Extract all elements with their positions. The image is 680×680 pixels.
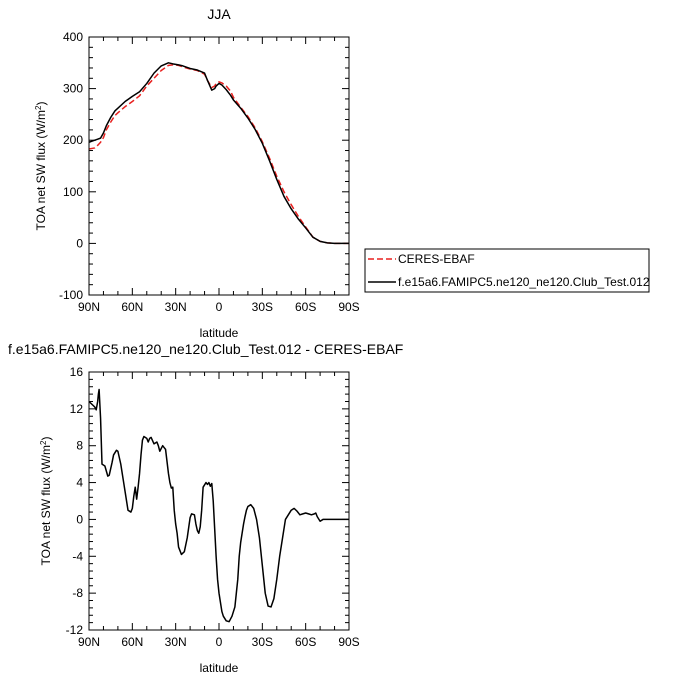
top-x-tick-label: 0: [216, 300, 223, 314]
top-chart-panel: JJA 90N 60N 30N 0 30S 60S 90S -100 0 100 200 300 400…: [34, 6, 650, 340]
bottom-x-tick-label: 30S: [252, 635, 273, 649]
top-x-axis-label: latitude: [200, 326, 239, 340]
bottom-x-tick-label: 90S: [338, 635, 359, 649]
bottom-series-line-difference: [88, 388, 349, 623]
legend-label-ceres-ebaf: CERES-EBAF: [398, 252, 475, 266]
bottom-x-axis-label: latitude: [200, 661, 239, 675]
bottom-y-tick-label: 16: [70, 365, 84, 379]
top-y-tick-label: -100: [59, 288, 83, 302]
top-y-tick-label: 300: [63, 82, 83, 96]
top-chart-title: JJA: [207, 6, 231, 22]
top-x-tick-label: 90N: [78, 300, 100, 314]
bottom-x-tick-label: 30N: [165, 635, 187, 649]
legend-label-model: f.e15a6.FAMIPC5.ne120_ne120.Club_Test.01…: [398, 275, 650, 289]
bottom-y-axis-label: TOA net SW flux (W/m2): [39, 437, 53, 566]
bottom-y-tick-label: -4: [72, 549, 83, 563]
bottom-chart-panel: f.e15a6.FAMIPC5.ne120_ne120.Club_Test.01…: [8, 341, 403, 675]
top-x-tick-label: 30S: [252, 300, 273, 314]
bottom-y-tick-label: 12: [70, 402, 84, 416]
top-y-axis-label: TOA net SW flux (W/m2): [34, 102, 48, 231]
bottom-y-tick-label: -12: [66, 623, 84, 637]
top-chart-legend: CERES-EBAF f.e15a6.FAMIPC5.ne120_ne120.C…: [364, 248, 650, 293]
bottom-x-tick-label: 60S: [295, 635, 316, 649]
top-y-tick-label: 200: [63, 133, 83, 147]
bottom-chart-title: f.e15a6.FAMIPC5.ne120_ne120.Club_Test.01…: [8, 341, 403, 357]
top-plot-area: 90N 60N 30N 0 30S 60S 90S -100 0 100 200 300 400: [59, 30, 360, 314]
top-y-tick-label: 100: [63, 185, 83, 199]
top-x-tick-label: 60S: [295, 300, 316, 314]
bottom-y-tick-label: -8: [72, 586, 83, 600]
bottom-y-tick-label: 0: [76, 512, 83, 526]
top-plot-frame: [88, 36, 350, 296]
legend-box: [364, 248, 650, 293]
bottom-plot-area: 90N 60N 30N 0 30S 60S 90S -12 -8 -4 0 4 8 12 16: [66, 365, 360, 649]
bottom-y-tick-label: 4: [76, 476, 83, 490]
bottom-y-tick-label: 8: [76, 439, 83, 453]
top-x-tick-label: 60N: [121, 300, 143, 314]
top-series-line-f-e15a6-famipc5-ne120-ne120-club-test-012: [88, 62, 349, 245]
top-y-tick-label: 400: [63, 30, 83, 44]
bottom-x-tick-label: 90N: [78, 635, 100, 649]
top-y-tick-label: 0: [76, 236, 83, 250]
bottom-x-tick-label: 0: [216, 635, 223, 649]
top-series-line-ceres-ebaf: [88, 64, 349, 245]
top-x-tick-label: 90S: [338, 300, 359, 314]
bottom-x-tick-label: 60N: [121, 635, 143, 649]
top-x-tick-label: 30N: [165, 300, 187, 314]
